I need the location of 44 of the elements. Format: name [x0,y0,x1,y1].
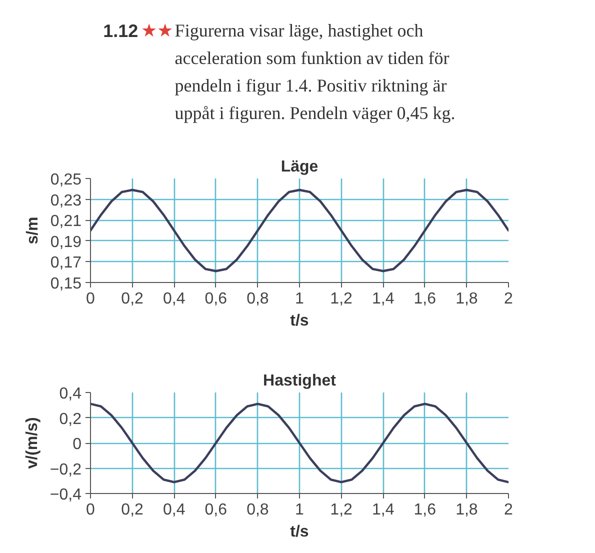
y-tick-label: 0,15 [50,276,82,292]
line-series [90,188,508,272]
y-tick-label: 0 [72,436,82,453]
x-tick-label: 1,8 [456,290,478,308]
y-tick-label: 0,21 [50,213,82,230]
x-axis-title: t/s [290,524,309,540]
x-tick-label: 1,2 [330,502,353,518]
text: Figurerna visar läge, hastighet och acceleration som funktion av tiden för pendeln i figur 1.4. Positiv riktning är uppåt i figuren. Pendeln väger 0,45 kg. [174,20,456,123]
x-tick-label: 0 [86,502,96,518]
y-tick-label: 0,4 [59,386,82,402]
x-tick-label: 2 [504,502,514,518]
x-tick-label: 1,8 [456,502,478,518]
y-tick-label: 0,25 [50,172,82,188]
x-tick-label: 1,4 [372,502,394,518]
x-tick-label: 0,6 [204,502,228,518]
x-tick-label: 1 [295,290,304,308]
x-tick-label: 0,4 [162,290,186,308]
y-axis-title: v/(m/s) [24,417,41,469]
text: 1.12 [103,21,138,41]
x-tick-label: 0,2 [121,290,144,308]
x-tick-label: 0,2 [121,502,144,518]
text: ★★ [141,20,174,40]
y-tick-label: 0,23 [50,192,82,210]
x-tick-label: 1,4 [372,290,394,308]
y-tick-label: 0,17 [50,254,82,272]
x-tick-label: 0 [86,290,96,308]
x-axis-title: t/s [290,312,309,330]
x-tick-label: 2 [504,290,514,308]
y-tick-label: −0,2 [50,461,82,478]
x-tick-label: 0,8 [246,290,269,308]
x-tick-label: 1,6 [414,502,436,518]
x-tick-label: 1 [295,502,304,518]
x-tick-label: 0,4 [162,502,186,518]
x-tick-label: 1,2 [330,290,353,308]
y-tick-label: −0,4 [50,486,82,504]
y-axis-title: s/m [24,216,42,244]
x-tick-label: 0,6 [204,290,228,308]
x-tick-label: 0,8 [246,502,269,518]
chart-title: Hastighet [263,372,337,390]
chart-title: Läge [280,158,318,176]
line-series [90,402,508,484]
y-tick-label: 0,19 [50,234,82,251]
y-tick-label: 0,2 [59,410,82,428]
x-tick-label: 1,6 [414,290,436,308]
